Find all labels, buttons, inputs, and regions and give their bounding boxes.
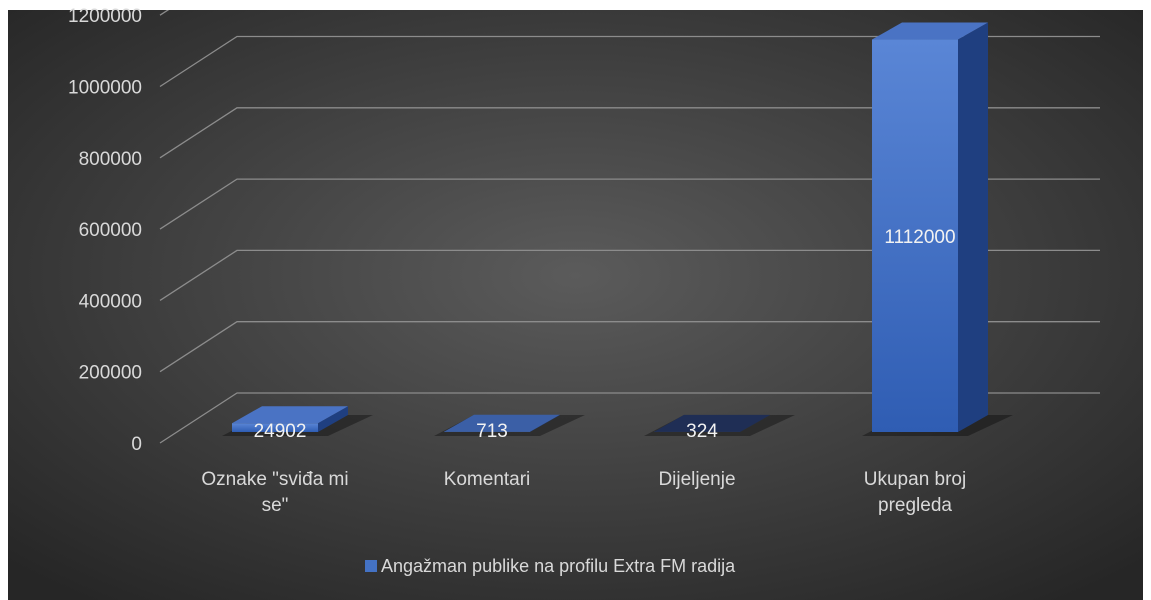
grid-line — [159, 392, 1100, 444]
grid-line — [159, 35, 1100, 88]
data-label: 713 — [476, 421, 508, 442]
data-label: 324 — [686, 421, 718, 442]
legend-swatch — [365, 560, 377, 572]
bar-top — [444, 414, 560, 432]
bar-side — [958, 22, 988, 432]
bar-side — [530, 414, 560, 432]
y-tick-label: 1000000 — [68, 78, 142, 99]
x-tick-label: Dijeljenje — [658, 469, 736, 490]
bar-top — [654, 414, 770, 432]
legend-label: Angažman publike na profilu Extra FM rad… — [381, 556, 736, 576]
y-tick-label: 1200000 — [68, 6, 142, 27]
data-label: 1112000 — [884, 227, 955, 248]
bar — [644, 414, 795, 436]
grid-line — [159, 321, 1100, 373]
data-label: 24902 — [254, 421, 307, 442]
bar-top — [872, 22, 988, 40]
bar-top — [232, 406, 348, 424]
grid-line — [159, 249, 1100, 301]
x-tick-label: Ukupan broj pregleda — [863, 469, 967, 516]
bar — [862, 22, 1013, 436]
y-tick-label: 400000 — [79, 291, 142, 312]
y-tick-label: 600000 — [79, 220, 142, 241]
bar-front — [232, 423, 318, 432]
x-tick-label: Komentari — [443, 469, 531, 490]
bar — [222, 406, 373, 436]
bar-side — [740, 414, 770, 432]
bar — [434, 414, 585, 436]
x-tick-label: Oznake "sviđa mi se" — [201, 469, 349, 516]
y-tick-label: 800000 — [79, 149, 142, 170]
bar-side — [318, 406, 348, 432]
y-tick-label: 0 — [131, 434, 142, 455]
grid-line — [159, 178, 1100, 230]
y-tick-label: 200000 — [79, 363, 142, 384]
bar-front — [872, 39, 958, 432]
grid-line — [159, 107, 1100, 159]
